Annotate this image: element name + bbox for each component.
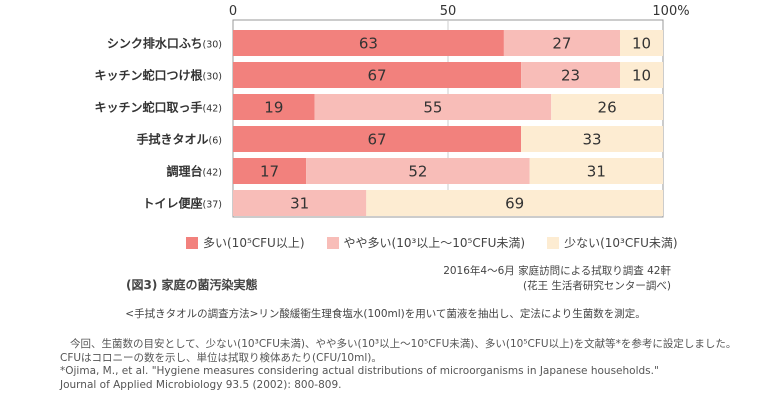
bar-segment xyxy=(233,94,315,120)
legend-swatch-low xyxy=(547,236,560,249)
source-note: 2016年4～6月 家庭訪問による拭取り調査 42軒 (花王 生活者研究センター… xyxy=(443,264,671,294)
bar-segment xyxy=(314,94,552,120)
data-label: 31 xyxy=(587,163,606,181)
data-label: 55 xyxy=(423,99,442,117)
source-line-1: 2016年4～6月 家庭訪問による拭取り調査 42軒 xyxy=(443,265,671,277)
stacked-bar-chart: 0 50 100% シンク排水口ふち(30) 63 27 10 キッチン蛇口つけ根(30) 67… xyxy=(94,4,690,218)
method-note: <手拭きタオルの調査方法>リン酸緩衝生理食塩水(100ml)を用いて菌液を抽出し… xyxy=(125,308,646,320)
data-label: 17 xyxy=(260,163,279,181)
data-label: 19 xyxy=(264,99,283,117)
bar-segment xyxy=(233,62,522,88)
source-line-2: (花王 生活者研究センター調べ) xyxy=(522,280,671,292)
data-label: 26 xyxy=(598,99,617,117)
x-tick-label: 100% xyxy=(652,4,689,19)
data-label: 10 xyxy=(632,67,651,85)
legend-label-low: 少ない(10³CFU未満) xyxy=(564,236,678,250)
bar-segment xyxy=(233,190,367,216)
category-label: キッチン蛇口つけ根(30) xyxy=(94,68,222,83)
legend: 多い(10⁵CFU以上) やや多い(10³以上～10⁵CFU未満) 少ない(10… xyxy=(186,234,678,251)
legend-swatch-high xyxy=(186,236,198,249)
category-label: キッチン蛇口取っ手(42) xyxy=(94,100,222,115)
category-label: 手拭きタオル(6) xyxy=(137,132,222,147)
footnote-4: Journal of Applied Microbiology 93.5 (20… xyxy=(60,378,342,391)
bar-segment xyxy=(620,30,663,56)
data-label: 33 xyxy=(583,131,602,149)
data-label: 31 xyxy=(290,195,309,213)
footnotes: 今回、生菌数の目安として、少ない(10³CFU未満)、やや多い(10³以上～10… xyxy=(60,338,736,392)
bar-segment xyxy=(620,62,663,88)
data-label: 27 xyxy=(552,35,571,53)
category-label: 調理台(42) xyxy=(166,164,222,179)
bar-segment xyxy=(503,30,620,56)
data-label: 63 xyxy=(359,35,378,53)
data-label: 67 xyxy=(368,131,387,149)
footnote-3: *Ojima, M., et al. "Hygiene measures con… xyxy=(60,365,659,377)
footnote-2: CFUはコロニーの数を示し、単位は拭取り検体あたり(CFU/10ml)。 xyxy=(60,351,382,364)
legend-item-high: 多い(10⁵CFU以上) xyxy=(186,234,305,251)
legend-item-low: 少ない(10³CFU未満) xyxy=(547,234,678,251)
bar-segment xyxy=(233,158,307,184)
footnote-1: 今回、生菌数の目安として、少ない(10³CFU未満)、やや多い(10³以上～10… xyxy=(70,338,737,350)
bar-segment xyxy=(529,158,663,184)
category-label: トイレ便座(37) xyxy=(142,196,222,211)
bar-segment xyxy=(306,158,530,184)
x-tick-label: 0 xyxy=(229,4,237,19)
data-label: 23 xyxy=(561,67,580,85)
legend-label-medium: やや多い(10³以上～10⁵CFU未満) xyxy=(343,236,526,250)
data-label: 52 xyxy=(408,163,427,181)
bar-segment xyxy=(551,94,663,120)
bar-segment xyxy=(366,190,663,216)
legend-item-medium: やや多い(10³以上～10⁵CFU未満) xyxy=(326,234,526,251)
legend-swatch-medium xyxy=(326,236,339,249)
bar-segment xyxy=(233,126,522,152)
chart-title: (図3) 家庭の菌汚染実態 xyxy=(126,278,258,292)
data-label: 10 xyxy=(632,35,651,53)
data-label: 69 xyxy=(505,195,524,213)
bar-segment xyxy=(521,62,620,88)
data-label: 67 xyxy=(368,67,387,85)
category-label: シンク排水口ふち(30) xyxy=(107,36,222,51)
bar-segment xyxy=(233,30,504,56)
bar-segment xyxy=(521,126,663,152)
legend-label-high: 多い(10⁵CFU以上) xyxy=(203,236,305,250)
x-tick-label: 50 xyxy=(440,4,457,19)
